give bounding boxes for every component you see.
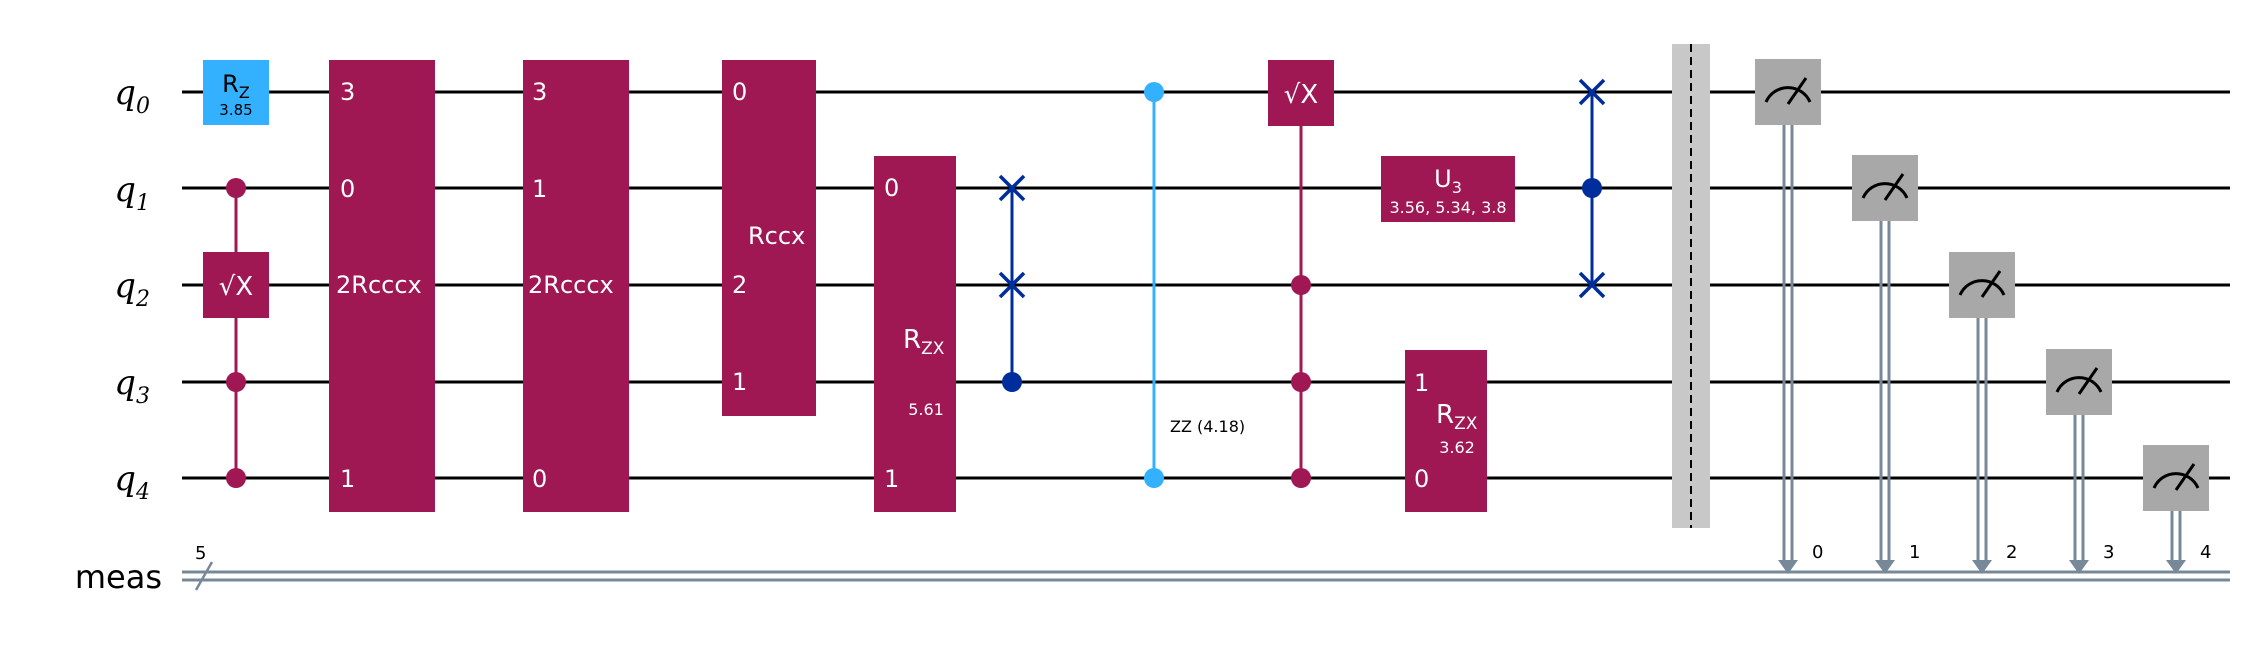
swap-cross-icon: [1578, 271, 1606, 299]
control-dot-icon: [1291, 372, 1311, 392]
control-dot-icon: [1291, 468, 1311, 488]
control-dot-icon: [1144, 82, 1164, 102]
swap-cross-icon: [998, 174, 1026, 202]
qubit-label-q0: q0: [114, 73, 150, 119]
rzx-gate-1[interactable]: 0 RZX 5.61 1: [874, 156, 956, 512]
barrier-icon: [1672, 44, 1710, 528]
svg-text:3.56, 5.34, 3.8: 3.56, 5.34, 3.8: [1389, 198, 1506, 217]
qubit-label-q4: q4: [114, 459, 150, 505]
measure-bit-label: 4: [2200, 542, 2211, 563]
qubit-label-q2: q2: [114, 266, 150, 312]
svg-text:0: 0: [532, 465, 547, 493]
qubit-label-q3: q3: [114, 363, 150, 409]
measure-gate-q0[interactable]: 0: [1755, 59, 1823, 574]
measure-meter-icon: [1861, 173, 1909, 201]
rz-gate[interactable]: RZ 3.85: [203, 60, 269, 125]
rzx-gate-2[interactable]: 1 RZX 3.62 0: [1405, 350, 1487, 512]
control-dot-icon: [1002, 372, 1022, 392]
control-dot-icon: [226, 468, 246, 488]
classical-bus-size: 5: [195, 543, 206, 564]
classical-wire: [182, 570, 2230, 582]
control-dot-icon: [226, 372, 246, 392]
control-dot-icon: [1144, 468, 1164, 488]
control-dot-icon: [226, 178, 246, 198]
svg-text:1: 1: [1414, 369, 1429, 397]
measure-meter-icon: [2055, 367, 2103, 395]
svg-text:RZX: RZX: [903, 325, 945, 359]
svg-text:RZX: RZX: [1436, 400, 1478, 434]
measure-gate-q4[interactable]: 4: [2143, 445, 2211, 574]
svg-text:√X: √X: [219, 272, 253, 302]
measure-bit-label: 2: [2006, 542, 2017, 563]
classical-register-label: meas: [75, 558, 162, 596]
control-dot-icon: [1291, 275, 1311, 295]
csx-gate-2[interactable]: √X: [1268, 60, 1334, 488]
measure-bit-label: 1: [1909, 542, 1920, 563]
measure-bit-label: 0: [1812, 542, 1823, 563]
svg-text:Rccx: Rccx: [748, 222, 805, 250]
csx-gate-1[interactable]: √X: [203, 252, 269, 318]
classical-bus-slash: [194, 561, 214, 591]
swap-cross-icon: [998, 271, 1026, 299]
svg-text:3: 3: [532, 78, 547, 106]
svg-text:0: 0: [732, 78, 747, 106]
measure-meter-icon: [1764, 77, 1812, 105]
svg-text:1: 1: [532, 175, 547, 203]
cswap-gate[interactable]: [998, 174, 1026, 392]
svg-text:5.61: 5.61: [908, 400, 944, 419]
svg-text:2Rcccx: 2Rcccx: [528, 271, 614, 299]
svg-text:3.62: 3.62: [1439, 438, 1475, 457]
measure-meter-icon: [2152, 463, 2200, 491]
measure-gate-q1[interactable]: 1: [1852, 155, 1920, 574]
svg-text:0: 0: [1414, 465, 1429, 493]
measure-gate-q2[interactable]: 2: [1949, 252, 2017, 574]
svg-text:3.85: 3.85: [219, 101, 252, 119]
svg-text:1: 1: [732, 368, 747, 396]
svg-text:0: 0: [340, 175, 355, 203]
svg-text:ZZ (4.18): ZZ (4.18): [1170, 417, 1245, 436]
svg-text:2Rcccx: 2Rcccx: [336, 271, 422, 299]
control-dot-icon: [1582, 178, 1602, 198]
qubit-label-q1: q1: [114, 170, 150, 216]
svg-text:1: 1: [884, 465, 899, 493]
zz-gate[interactable]: ZZ (4.18): [1144, 82, 1245, 488]
rccx-gate[interactable]: 0 Rccx 2 1: [722, 60, 816, 416]
measure-meter-icon: [1958, 270, 2006, 298]
svg-text:3: 3: [340, 78, 355, 106]
measure-bit-label: 3: [2103, 542, 2114, 563]
svg-text:2: 2: [732, 271, 747, 299]
svg-text:0: 0: [884, 174, 899, 202]
svg-text:1: 1: [340, 465, 355, 493]
rcccx-gate-2[interactable]: 3 1 2Rcccx 0: [523, 60, 629, 512]
rcccx-gate-1[interactable]: 3 0 2Rcccx 1: [329, 60, 435, 512]
svg-text:U3: U3: [1434, 165, 1462, 197]
swap-cross-icon: [1578, 78, 1606, 106]
measure-gate-q3[interactable]: 3: [2046, 349, 2114, 574]
svg-text:√X: √X: [1284, 80, 1318, 110]
u3-gate[interactable]: U3 3.56, 5.34, 3.8: [1381, 156, 1515, 222]
svg-text:RZ: RZ: [222, 70, 250, 102]
cswap-gate-2[interactable]: [1578, 78, 1606, 299]
